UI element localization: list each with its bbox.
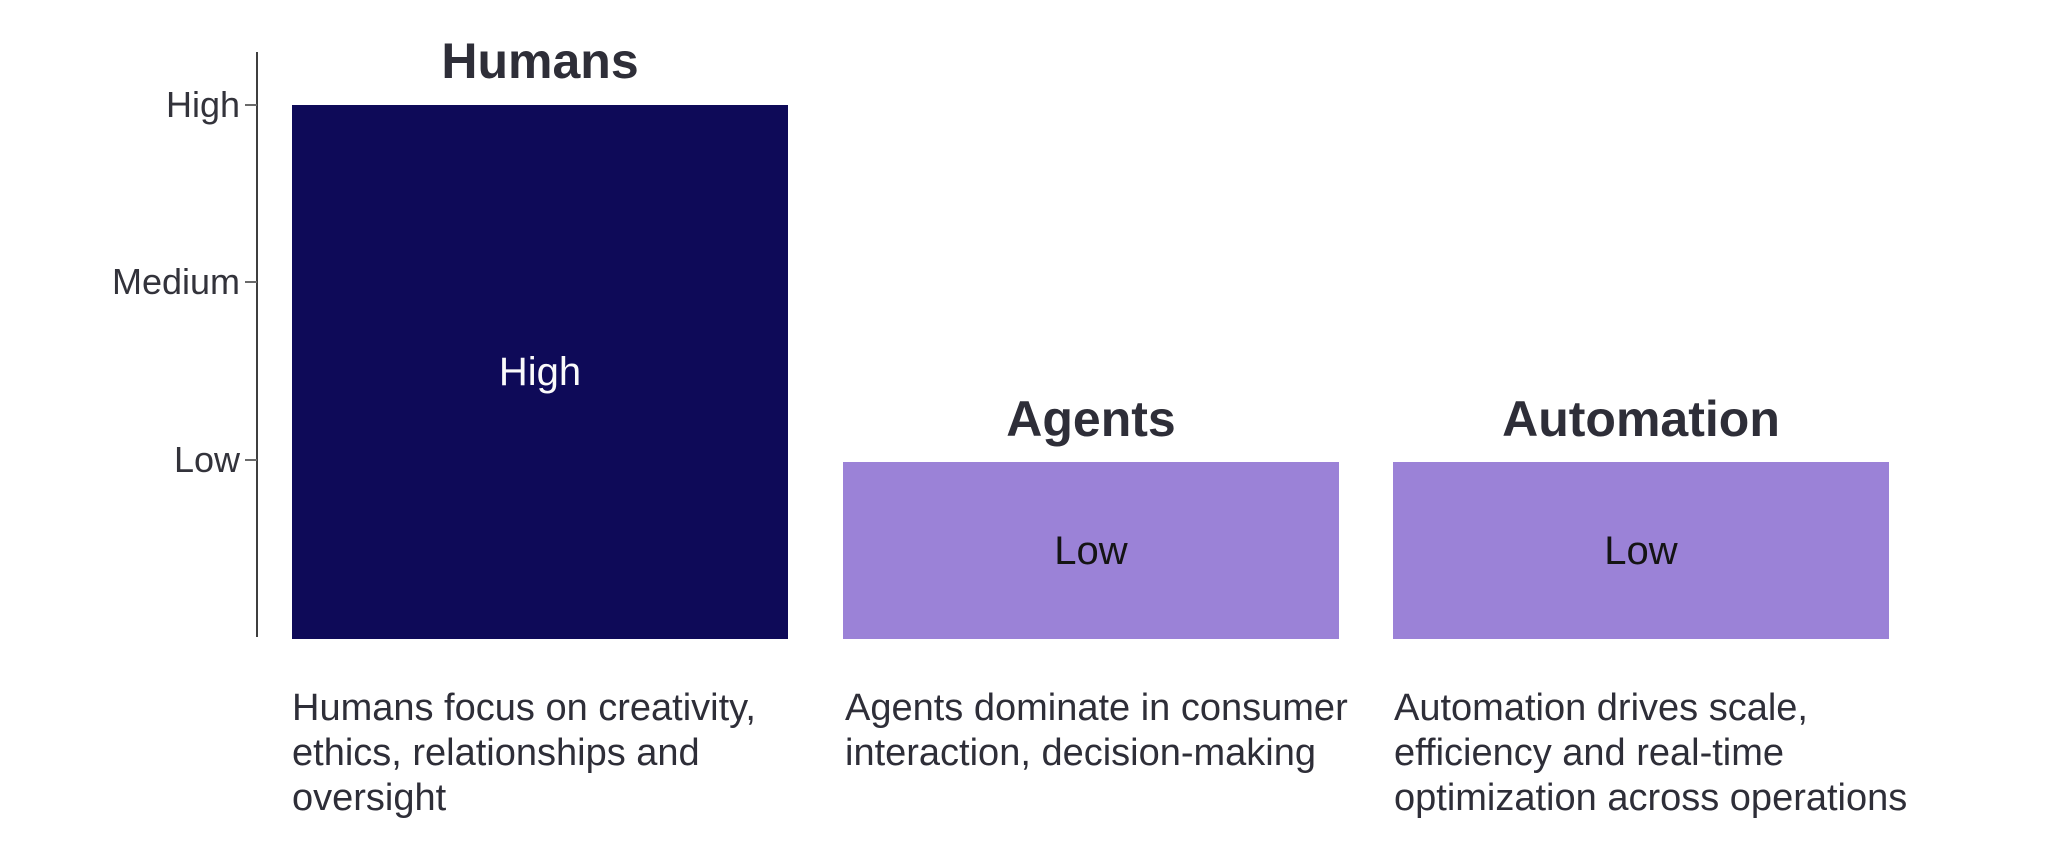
bar-title-automation: Automation [1502,391,1780,447]
y-tick-low [245,459,257,461]
bar-title-humans: Humans [441,33,639,89]
bar-title-agents: Agents [1006,391,1176,447]
bar-description-agents: Agents dominate in consumer interaction,… [845,687,1348,774]
bar-value-label-agents: Low [1054,528,1128,573]
y-axis-line [256,52,258,637]
bar-automation: Low [1393,462,1889,639]
y-axis-label-medium: Medium [111,261,240,302]
y-axis-label-high: High [165,84,240,125]
y-tick-medium [245,281,257,283]
bar-description-automation: Automation drives scale, efficiency and … [1394,687,1908,819]
bar-humans: High [292,105,788,639]
bar-value-label-automation: Low [1604,528,1678,573]
bar-value-label-humans: High [498,350,582,394]
bar-agents: Low [843,462,1339,639]
y-tick-high [245,104,257,106]
bar-description-humans: Humans focus on creativity, ethics, rela… [292,687,756,819]
y-axis-label-low: Low [173,439,240,480]
